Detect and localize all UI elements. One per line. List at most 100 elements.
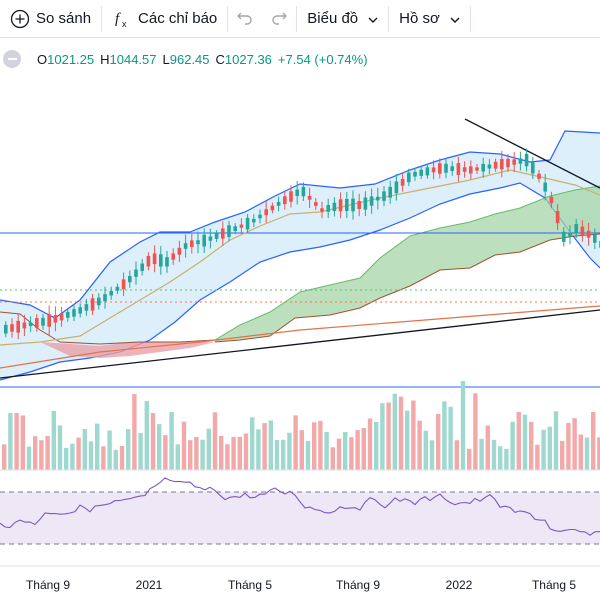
candle-body [140,263,144,271]
low-label: L [162,51,170,67]
candle-body [233,226,237,231]
candle-body [252,218,256,223]
plus-circle-icon [10,9,30,29]
volume-bar [45,435,50,470]
candle-body [382,191,386,201]
time-axis-label: Tháng 5 [227,578,273,592]
candle-body [357,201,361,209]
candle-body [270,205,275,211]
candle-body [35,318,39,328]
candle-body [47,314,51,327]
candle-body [537,173,541,179]
toolbar-divider [227,5,229,32]
volume-bar [157,424,162,470]
volume-bar [181,421,187,470]
candle-body [84,304,89,311]
candle-body [586,230,591,238]
volume-bar [491,439,497,470]
volume-bar [485,425,490,470]
bollinger-fill [0,131,600,380]
candle-body [134,269,138,277]
volume-bar [367,418,373,470]
volume-bar [268,420,273,470]
candle-body [159,254,163,267]
candle-body [562,231,566,242]
volume-bar [82,429,87,470]
volume-bar [113,449,118,470]
volume-bar [200,439,205,470]
chart-type-dropdown[interactable]: Biểu đồ [297,0,388,38]
volume-bar [76,437,81,470]
volume-bar [33,436,38,470]
volume-bar [553,411,559,470]
candle-body [16,320,20,333]
candle-body [28,322,33,327]
time-axis-label: Tháng 5 [531,578,577,592]
volume-bar [343,431,348,470]
candle-body [72,309,76,317]
volume-bar [361,428,366,470]
volume-bar [467,448,472,470]
compare-button[interactable]: So sánh [0,0,101,38]
chevron-down-icon [450,12,460,26]
volume-bar [20,415,25,470]
collapse-legend-icon[interactable] [3,50,21,68]
candle-body [518,158,523,164]
profile-dropdown[interactable]: Hồ sơ [389,0,470,38]
candlesticks[interactable] [4,148,600,340]
undo-icon [236,8,254,30]
candle-body [289,191,293,202]
candle-body [487,164,492,169]
volume-bar [318,420,323,470]
redo-button[interactable] [262,0,296,38]
close-value: 1027.36 [224,51,272,67]
volume-bars [0,381,600,471]
volume-bar [498,446,503,470]
volume-bar [14,413,19,470]
candle-body [326,205,330,212]
volume-bar [57,425,63,470]
candle-body [407,172,411,183]
volume-bar [380,403,385,470]
candle-body [22,322,27,329]
candle-body [146,256,151,267]
candle-body [438,163,442,174]
volume-bar [2,444,7,470]
candle-body [109,291,113,296]
volume-bar [39,440,44,470]
toolbar-divider [101,5,103,32]
volume-bar [454,440,459,470]
volume-bar [591,412,596,470]
volume-bar [584,437,590,470]
candle-body [214,233,219,239]
candle-body [425,167,430,176]
volume-bar [126,429,131,470]
trend-line-support [0,309,600,379]
volume-bar [429,440,435,470]
volume-bar [529,421,534,470]
long-moving-average-line [0,305,600,369]
volume-bar [473,393,478,470]
candle-body [419,169,423,176]
candle-body [276,201,281,206]
candle-body [90,298,95,311]
candle-body [413,171,417,177]
moving-average-line [0,169,600,346]
volume-bar [510,421,515,470]
volume-bar [392,393,397,470]
bollinger-upper-line [0,130,600,319]
candle-body [493,161,498,169]
ichimoku-cloud [0,185,600,358]
candle-body [543,182,547,192]
volume-bar [169,412,174,470]
candle-body [10,324,14,332]
time-axis-label: 2021 [135,578,163,592]
candle-body [345,198,349,212]
candle-body [59,313,64,321]
undo-button[interactable] [228,0,262,38]
candle-body [462,167,467,172]
